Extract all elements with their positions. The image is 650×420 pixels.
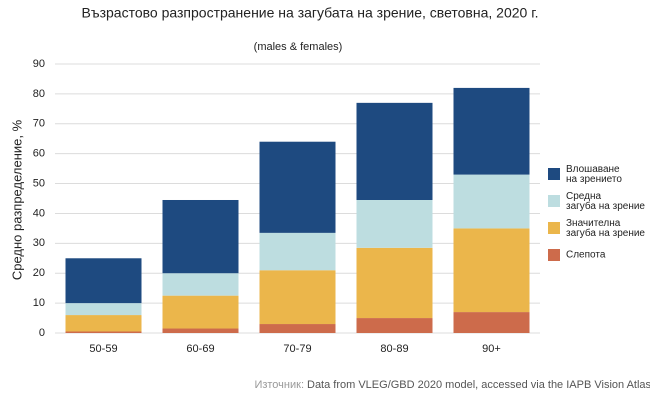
source-prefix: Източник: (254, 379, 304, 391)
legend-swatch (548, 168, 560, 180)
legend-swatch (548, 249, 560, 261)
bar-segment (162, 273, 239, 296)
bar-segment (162, 199, 239, 274)
y-tick-label: 80 (33, 88, 45, 100)
x-tick-label: 60-69 (186, 343, 214, 355)
y-tick-label: 10 (33, 297, 45, 309)
y-tick-label: 40 (33, 207, 45, 219)
bar-segment (65, 315, 142, 332)
x-tick-label: 70-79 (283, 343, 311, 355)
bar-segment (356, 199, 433, 248)
source: Data from VLEG/GBD 2020 model, accessed … (307, 379, 650, 391)
y-tick-label: 90 (33, 58, 45, 70)
y-tick-label: 70 (33, 118, 45, 130)
legend-label: Слепота (566, 250, 606, 261)
y-tick-label: 60 (33, 148, 45, 160)
legend-label: Значителна загуба на зрение (566, 218, 645, 239)
x-tick-label: 90+ (482, 343, 501, 355)
bar-segment (453, 228, 530, 313)
bar-segment (65, 303, 142, 316)
bar-segment (259, 141, 336, 233)
chart-title: Възрастово разпространение на загубата н… (82, 5, 539, 21)
y-tick-label: 20 (33, 267, 45, 279)
bar-segment (356, 102, 433, 200)
y-tick-label: 50 (33, 177, 45, 189)
bar-segment (162, 295, 239, 329)
y-tick-label: 0 (39, 327, 45, 339)
y-tick-label: 30 (33, 237, 45, 249)
chart-subtitle: (males & females) (254, 41, 343, 53)
y-axis-label: Средно разпределение, % (9, 119, 24, 280)
x-tick-label: 50-59 (89, 343, 117, 355)
bar-segment (259, 270, 336, 325)
bar-segment (453, 174, 530, 229)
bar-segment (259, 232, 336, 271)
legend-label: Средна загуба на зрение (566, 191, 645, 212)
legend-swatch (548, 195, 560, 207)
legend-label: Влошаване на зрението (566, 164, 622, 185)
bar-segment (356, 318, 433, 333)
bar-segment (453, 87, 530, 175)
bar-segment (356, 247, 433, 319)
bar-segment (65, 331, 142, 333)
bar-segment (259, 324, 336, 333)
legend-swatch (548, 222, 560, 234)
bar-segment (162, 328, 239, 333)
bar-segment (453, 312, 530, 333)
bar-segment (65, 258, 142, 304)
x-tick-label: 80-89 (380, 343, 408, 355)
